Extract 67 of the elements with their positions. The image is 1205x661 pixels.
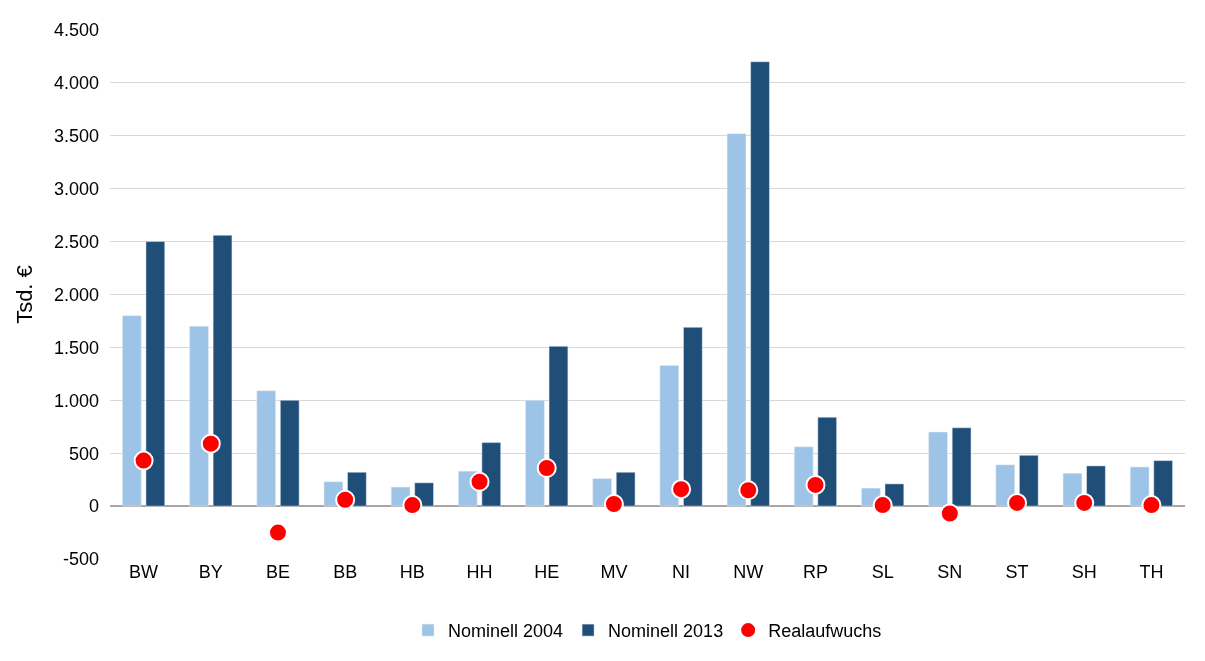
point [872, 495, 893, 516]
y-tick-label: 1.500 [53, 337, 99, 358]
point [738, 480, 759, 501]
point [671, 479, 692, 500]
x-tick-label: SL [871, 562, 894, 582]
y-tick-label: 0 [88, 496, 99, 517]
bar [1129, 466, 1150, 507]
y-tick-label: 2.000 [53, 284, 99, 305]
bar [280, 400, 300, 507]
legend-label: Realaufwuchs [768, 621, 882, 642]
y-tick-label: 4.000 [53, 73, 99, 94]
point [536, 458, 557, 478]
point [133, 450, 154, 471]
bar [726, 133, 747, 507]
y-tick-label: 500 [68, 443, 99, 464]
x-tick-label: BB [333, 562, 358, 582]
bar [1153, 460, 1173, 507]
x-tick-label: SH [1071, 562, 1097, 582]
point [805, 474, 826, 495]
point [939, 503, 960, 524]
y-tick-label: -500 [62, 549, 99, 570]
y-tick-label: 3.500 [53, 126, 99, 147]
point [1007, 492, 1028, 513]
x-tick-label: HB [399, 562, 425, 582]
bar [817, 416, 837, 507]
y-tick-label: 1.000 [53, 390, 99, 411]
bar [1019, 455, 1039, 507]
x-tick-label: HE [534, 562, 560, 582]
bar [145, 241, 166, 507]
x-tick-label: BE [265, 562, 290, 582]
point [469, 471, 490, 492]
x-tick-label: TH [1139, 562, 1164, 582]
legend-label: Nominell 2013 [608, 621, 724, 642]
bar [659, 365, 679, 507]
point [402, 495, 423, 516]
x-tick-label: SN [937, 562, 963, 582]
x-tick-label: BY [198, 562, 223, 582]
point [603, 493, 624, 514]
legend-label: Nominell 2004 [448, 621, 564, 642]
x-tick-label: MV [600, 562, 628, 582]
bar [750, 61, 770, 507]
bar [256, 390, 276, 507]
point [1074, 492, 1095, 513]
y-tick-label: 2.500 [53, 231, 99, 252]
x-tick-label: ST [1005, 562, 1029, 582]
point [335, 489, 356, 510]
x-tick-label: BW [129, 562, 159, 582]
y-axis-title: Tsd. € [11, 265, 37, 324]
bar [548, 346, 569, 507]
y-tick-label: 3.000 [53, 179, 99, 199]
x-tick-label: NI [672, 562, 691, 582]
bar [683, 327, 703, 507]
point [1141, 495, 1162, 516]
bar [122, 315, 142, 507]
point [200, 433, 221, 454]
bar [928, 431, 948, 507]
bar [212, 235, 233, 507]
y-tick-label: 4.500 [53, 20, 99, 41]
bar [794, 446, 814, 507]
bar [525, 400, 545, 507]
x-tick-label: NW [733, 562, 764, 582]
point [267, 522, 288, 543]
bar [189, 325, 209, 507]
bar [951, 427, 972, 507]
x-tick-label: RP [802, 562, 828, 582]
bar [481, 442, 501, 507]
x-tick-label: HH [466, 562, 493, 582]
